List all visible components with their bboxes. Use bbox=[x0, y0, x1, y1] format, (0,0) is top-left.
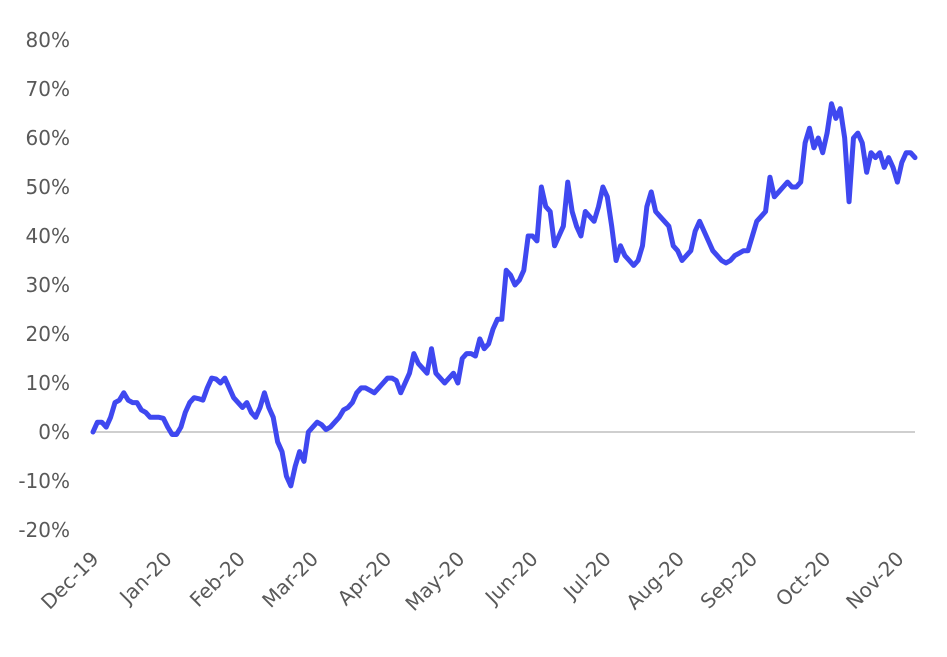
x-tick-label: Jan-20 bbox=[113, 547, 176, 610]
y-tick-label: 40% bbox=[26, 224, 70, 248]
series-line bbox=[90, 101, 918, 489]
x-tick-label: Jul-20 bbox=[557, 547, 616, 606]
x-tick-label: Oct-20 bbox=[771, 547, 836, 612]
y-axis-ticks: -20% -10% 0% 10% 20% 30% 40% 50% 60% 70% 80% bbox=[18, 28, 70, 542]
y-tick-label: 70% bbox=[26, 77, 70, 101]
x-tick-label: Apr-20 bbox=[333, 547, 397, 611]
x-tick-label: Aug-20 bbox=[621, 547, 689, 615]
x-axis-ticks: Dec-19 Jan-20 Feb-20 Mar-20 Apr-20 May-20 Jun-… bbox=[36, 547, 908, 616]
x-tick-label: Sep-20 bbox=[695, 547, 762, 614]
x-tick-label: Feb-20 bbox=[185, 547, 250, 612]
y-tick-label: 80% bbox=[26, 28, 70, 52]
x-tick-label: Nov-20 bbox=[841, 547, 908, 614]
x-tick-label: Mar-20 bbox=[257, 547, 323, 613]
y-tick-label: -20% bbox=[18, 518, 70, 542]
y-tick-label: 10% bbox=[26, 371, 70, 395]
series-layer bbox=[90, 101, 918, 489]
x-tick-label: May-20 bbox=[400, 547, 469, 616]
y-tick-label: 30% bbox=[26, 273, 70, 297]
y-tick-label: 60% bbox=[26, 126, 70, 150]
y-tick-label: -10% bbox=[18, 469, 70, 493]
y-tick-label: 0% bbox=[38, 420, 70, 444]
y-tick-label: 50% bbox=[26, 175, 70, 199]
y-tick-label: 20% bbox=[26, 322, 70, 346]
x-tick-label: Jun-20 bbox=[479, 547, 543, 611]
x-tick-label: Dec-19 bbox=[36, 547, 103, 614]
